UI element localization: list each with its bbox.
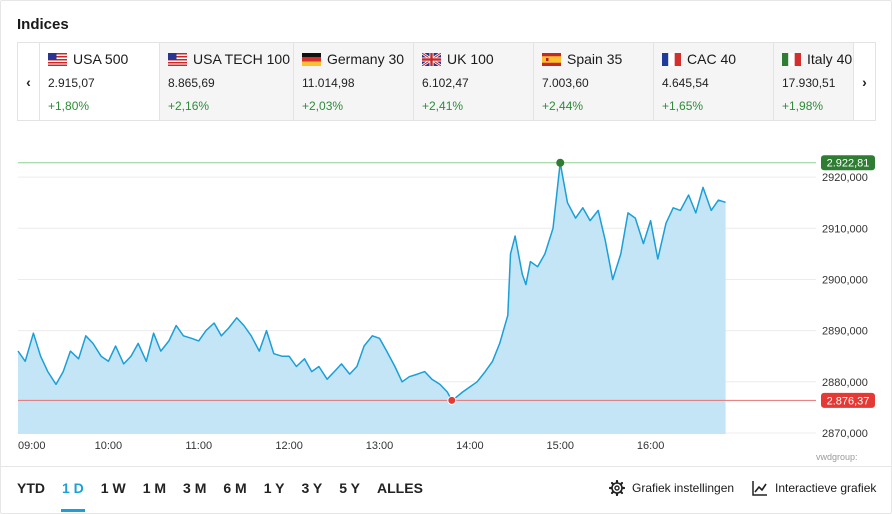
x-tick-label: 10:00 <box>95 440 123 452</box>
de-flag-icon <box>302 52 321 66</box>
intraday-chart[interactable]: 2.922,81 2.876,37 2870,000 2880,000 2890,0… <box>0 140 892 465</box>
index-change: +2,03% <box>302 99 344 113</box>
uk-flag-icon <box>422 52 441 66</box>
index-value: 11.014,98 <box>302 76 355 90</box>
period-selector: YTD 1 D 1 W 1 M 3 M 6 M 1 Y 3 Y 5 Y ALLE… <box>17 480 440 512</box>
x-tick-label: 13:00 <box>366 440 394 452</box>
index-tile-uk-100[interactable]: UK 100 6.102,47 +2,41% <box>414 43 534 120</box>
x-tick-label: 14:00 <box>456 440 484 452</box>
period-alles-button[interactable]: ALLES <box>377 480 423 496</box>
us-flag-icon <box>48 52 67 66</box>
index-name: USA TECH 100 <box>193 51 291 67</box>
period-1d-button[interactable]: 1 D <box>61 480 85 512</box>
index-name: UK 100 <box>447 51 494 67</box>
y-tick-label: 2910,000 <box>822 223 868 235</box>
y-tick-label: 2890,000 <box>822 326 868 338</box>
index-tile-usa-tech-100[interactable]: USA TECH 100 8.865,69 +2,16% <box>160 43 294 120</box>
gear-icon <box>609 480 625 496</box>
price-area <box>18 162 726 434</box>
chart-settings-button[interactable]: Grafiek instellingen <box>609 480 734 496</box>
index-tile-spain-35[interactable]: Spain 35 7.003,60 +2,44% <box>534 43 654 120</box>
carousel-tiles: USA 500 2.915,07 +1,80% USA TECH 100 8.8… <box>40 43 855 120</box>
interactive-chart-label: Interactieve grafiek <box>775 481 877 495</box>
period-3m-button[interactable]: 3 M <box>183 480 207 496</box>
low-marker <box>447 395 457 405</box>
index-name: Germany 30 <box>327 51 405 67</box>
carousel-next-button[interactable]: › <box>853 43 875 120</box>
it-flag-icon <box>782 52 801 66</box>
y-axis: 2870,000 2880,000 2890,000 2900,000 2910,000… <box>822 172 868 440</box>
index-change: +1,98% <box>782 99 824 113</box>
panel-title: Indices <box>17 16 69 33</box>
index-value: 17.930,51 <box>782 76 836 90</box>
low-value-label: 2.876,37 <box>827 395 870 407</box>
index-tile-cac-40[interactable]: CAC 40 4.645,54 +1,65% <box>654 43 774 120</box>
low-value-badge: 2.876,37 <box>821 392 875 408</box>
index-tile-germany-30[interactable]: Germany 30 11.014,98 +2,03% <box>294 43 414 120</box>
x-axis: 09:00 10:00 11:00 12:00 13:00 14:00 15:00 16:00 <box>18 440 664 452</box>
index-name: Spain 35 <box>567 51 623 67</box>
index-tile-usa-500[interactable]: USA 500 2.915,07 +1,80% <box>40 43 160 120</box>
line-chart-icon <box>752 481 767 496</box>
index-value: 2.915,07 <box>48 76 95 90</box>
period-6m-button[interactable]: 6 M <box>223 480 247 496</box>
indices-carousel: ‹ USA 500 2.915,07 +1,80% <box>17 42 876 121</box>
es-flag-icon <box>542 52 561 66</box>
x-tick-label: 16:00 <box>637 440 665 452</box>
divider <box>0 466 892 467</box>
high-value-label: 2.922,81 <box>827 158 870 170</box>
index-name: USA 500 <box>73 51 129 67</box>
high-marker <box>556 158 565 167</box>
x-tick-label: 11:00 <box>185 440 212 452</box>
period-1w-button[interactable]: 1 W <box>100 480 126 496</box>
y-tick-label: 2870,000 <box>822 428 868 440</box>
period-1y-button[interactable]: 1 Y <box>263 480 285 496</box>
y-tick-label: 2900,000 <box>822 274 868 286</box>
period-5y-button[interactable]: 5 Y <box>339 480 361 496</box>
index-name: Italy 40 <box>807 51 853 67</box>
index-name: CAC 40 <box>687 51 737 67</box>
index-change: +2,16% <box>168 99 210 113</box>
index-value: 6.102,47 <box>422 76 469 90</box>
index-value: 4.645,54 <box>662 76 709 90</box>
period-3y-button[interactable]: 3 Y <box>301 480 323 496</box>
index-change: +1,65% <box>662 99 704 113</box>
x-tick-label: 15:00 <box>546 440 574 452</box>
index-value: 8.865,69 <box>168 76 215 90</box>
y-tick-label: 2920,000 <box>822 172 868 184</box>
index-change: +1,80% <box>48 99 90 113</box>
chart-settings-label: Grafiek instellingen <box>632 481 735 495</box>
period-ytd-button[interactable]: YTD <box>17 480 45 496</box>
interactive-chart-button[interactable]: Interactieve grafiek <box>752 480 876 496</box>
carousel-prev-button[interactable]: ‹ <box>18 43 40 120</box>
high-value-badge: 2.922,81 <box>821 155 875 171</box>
price-line <box>17 161 726 402</box>
index-change: +2,41% <box>422 99 464 113</box>
index-change: +2,44% <box>542 99 584 113</box>
y-tick-label: 2880,000 <box>822 377 868 389</box>
index-value: 7.003,60 <box>542 76 589 90</box>
index-tile-italy-40[interactable]: Italy 40 17.930,51 +1,98% <box>774 43 855 120</box>
us-flag-icon <box>168 52 187 66</box>
chevron-right-icon: › <box>862 73 867 90</box>
fr-flag-icon <box>662 52 681 66</box>
data-source-label: vwdgroup: <box>816 452 858 462</box>
x-tick-label: 09:00 <box>18 440 46 452</box>
x-tick-label: 12:00 <box>275 440 303 452</box>
period-1m-button[interactable]: 1 M <box>142 480 167 496</box>
chevron-left-icon: ‹ <box>26 73 31 90</box>
